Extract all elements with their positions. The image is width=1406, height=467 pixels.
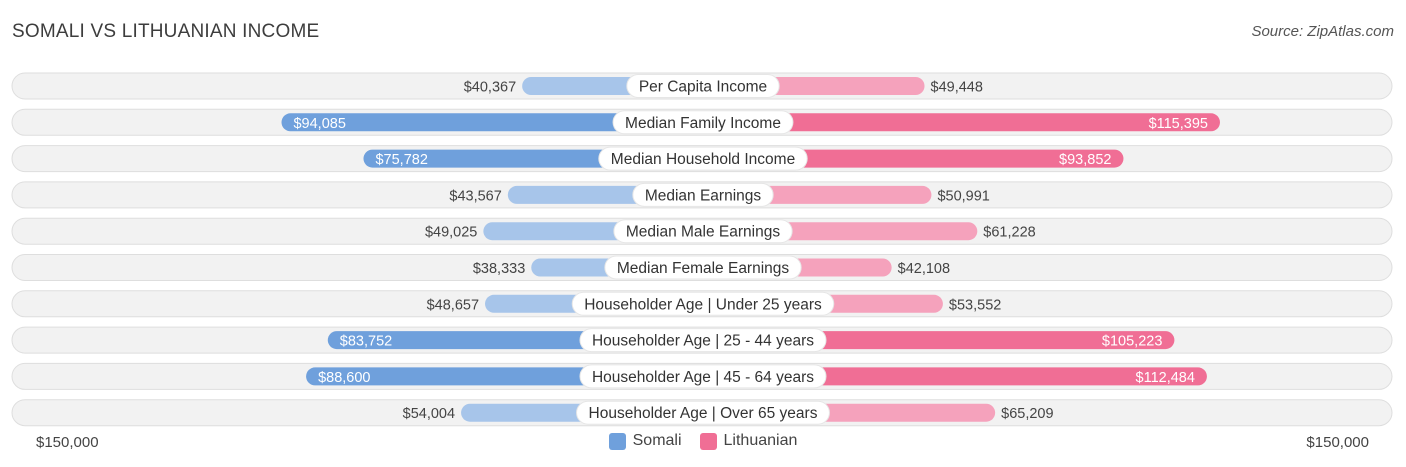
category-pill (604, 255, 802, 280)
value-label-lithuanian: $112,484 (1136, 370, 1195, 386)
value-label-somali: $38,333 (473, 261, 525, 277)
category-label: Householder Age | 25 - 44 years (592, 333, 814, 350)
category-label: Median Household Income (611, 151, 795, 168)
value-label-lithuanian: $53,552 (949, 297, 1001, 313)
category-label: Per Capita Income (639, 79, 767, 96)
legend-item-lithuanian[interactable]: Lithuanian (699, 432, 798, 450)
chart-row-4[interactable]: $49,025 $61,228 Median Male Earnings (11, 217, 1393, 245)
value-label-somali: $43,567 (449, 188, 501, 204)
legend-label-lithuanian: Lithuanian (723, 432, 798, 449)
value-label-somali: $48,657 (427, 297, 479, 313)
legend: Somali Lithuanian (0, 432, 1406, 450)
chart-row-1[interactable]: $94,085 $115,395 Median Family Income (11, 108, 1393, 136)
value-label-lithuanian: $50,991 (937, 188, 989, 204)
value-label-lithuanian: $61,228 (983, 225, 1035, 241)
category-label: Householder Age | Over 65 years (589, 405, 818, 422)
category-pill (576, 400, 830, 425)
value-label-lithuanian: $49,448 (931, 80, 983, 96)
value-label-somali: $54,004 (403, 406, 455, 422)
bar-somali (281, 113, 703, 132)
value-label-lithuanian: $115,395 (1149, 116, 1208, 132)
category-pill (579, 364, 827, 389)
value-label-somali: $94,085 (293, 116, 345, 132)
chart-row-6[interactable]: $48,657 $53,552 Householder Age | Under 25… (11, 290, 1393, 318)
value-label-somali: $83,752 (340, 334, 392, 350)
category-pill (571, 291, 835, 316)
value-label-somali: $75,782 (375, 152, 427, 168)
axis-right-label: $150,000 (1306, 434, 1369, 451)
value-label-lithuanian: $42,108 (898, 261, 950, 277)
chart-title: SOMALI VS LITHUANIAN INCOME (12, 21, 320, 42)
value-label-lithuanian: $65,209 (1001, 406, 1053, 422)
legend-swatch-lithuanian (699, 432, 717, 450)
category-pill (579, 328, 827, 353)
chart-row-3[interactable]: $43,567 $50,991 Median Earnings (11, 181, 1393, 209)
bar-lithuanian (703, 367, 1207, 386)
chart-row-7[interactable]: $83,752 $105,223 Householder Age | 25 - 44… (11, 326, 1393, 354)
source-note: Source: ZipAtlas.com (1251, 23, 1394, 40)
category-pill (626, 74, 780, 98)
axis-left-label: $150,000 (36, 434, 99, 451)
value-label-somali: $40,367 (464, 80, 516, 96)
category-label: Median Male Earnings (626, 224, 780, 241)
category-label: Median Family Income (625, 115, 781, 132)
value-label-somali: $88,600 (318, 370, 370, 386)
category-pill (598, 146, 808, 171)
chart-row-0[interactable]: $40,367 $49,448 Per Capita Income (11, 72, 1393, 100)
value-label-somali: $49,025 (425, 225, 477, 241)
bar-lithuanian (703, 113, 1220, 132)
category-pill (613, 219, 793, 244)
chart-row-2[interactable]: $75,782 $93,852 Median Household Income (11, 145, 1393, 173)
chart-area: $40,367 $49,448 Per Capita Income $94,085 $1… (11, 72, 1393, 427)
category-label: Householder Age | 45 - 64 years (592, 369, 814, 386)
category-pill (632, 182, 774, 207)
chart-row-9[interactable]: $54,004 $65,209 Householder Age | Over 65 … (11, 399, 1393, 427)
legend-swatch-somali (608, 432, 626, 450)
category-pill (612, 110, 794, 135)
bar-lithuanian (703, 149, 1124, 168)
legend-item-somali[interactable]: Somali (608, 432, 682, 450)
legend-label-somali: Somali (632, 432, 682, 449)
value-label-lithuanian: $105,223 (1102, 334, 1162, 350)
chart-row-8[interactable]: $88,600 $112,484 Householder Age | 45 - 64… (11, 362, 1393, 390)
category-label: Householder Age | Under 25 years (584, 296, 822, 313)
chart-row-5[interactable]: $38,333 $42,108 Median Female Earnings (11, 254, 1393, 281)
value-label-lithuanian: $93,852 (1059, 152, 1111, 168)
category-label: Median Earnings (645, 187, 762, 204)
category-label: Median Female Earnings (617, 260, 790, 277)
